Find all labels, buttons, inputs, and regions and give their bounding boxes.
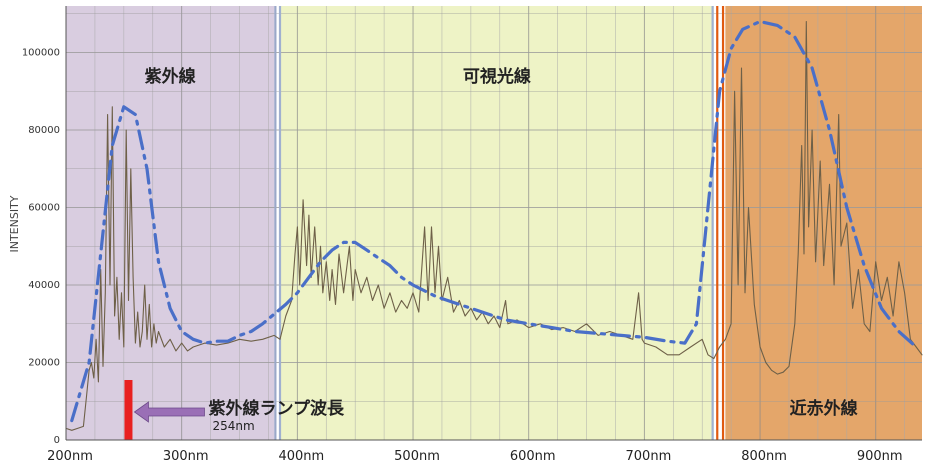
- spectrum-line: [65, 20, 923, 431]
- x-tick-label: 700nm: [626, 449, 672, 464]
- region-label-0: 紫外線: [145, 66, 196, 87]
- annotation-text: 紫外線ランプ波長: [208, 398, 344, 419]
- y-tick-label: 100000: [22, 48, 60, 59]
- region-band-1: [280, 6, 714, 440]
- x-tick-label: 200nm: [47, 449, 93, 464]
- region-band-2: [725, 6, 922, 440]
- envelope-line: [70, 19, 918, 423]
- y-axis-label: INTENSITY: [8, 195, 21, 252]
- region-label-1: 可視光線: [463, 66, 531, 87]
- x-tick-label: 500nm: [394, 449, 440, 464]
- y-tick-label: 0: [54, 435, 60, 446]
- region-label-2: 近赤外線: [790, 398, 858, 419]
- x-tick-label: 800nm: [741, 449, 787, 464]
- y-tick-label: 20000: [28, 358, 60, 369]
- x-tick-label: 400nm: [278, 449, 324, 464]
- annotation-subtext: 254nm: [212, 419, 254, 433]
- x-tick-label: 900nm: [857, 449, 903, 464]
- y-tick-label: 80000: [28, 125, 60, 136]
- x-tick-label: 600nm: [510, 449, 556, 464]
- x-tick-label: 300nm: [163, 449, 209, 464]
- wavelength-marker-0: [124, 380, 133, 440]
- annotation-arrow: [133, 401, 205, 423]
- y-tick-label: 60000: [28, 203, 60, 214]
- y-tick-label: 40000: [28, 280, 60, 291]
